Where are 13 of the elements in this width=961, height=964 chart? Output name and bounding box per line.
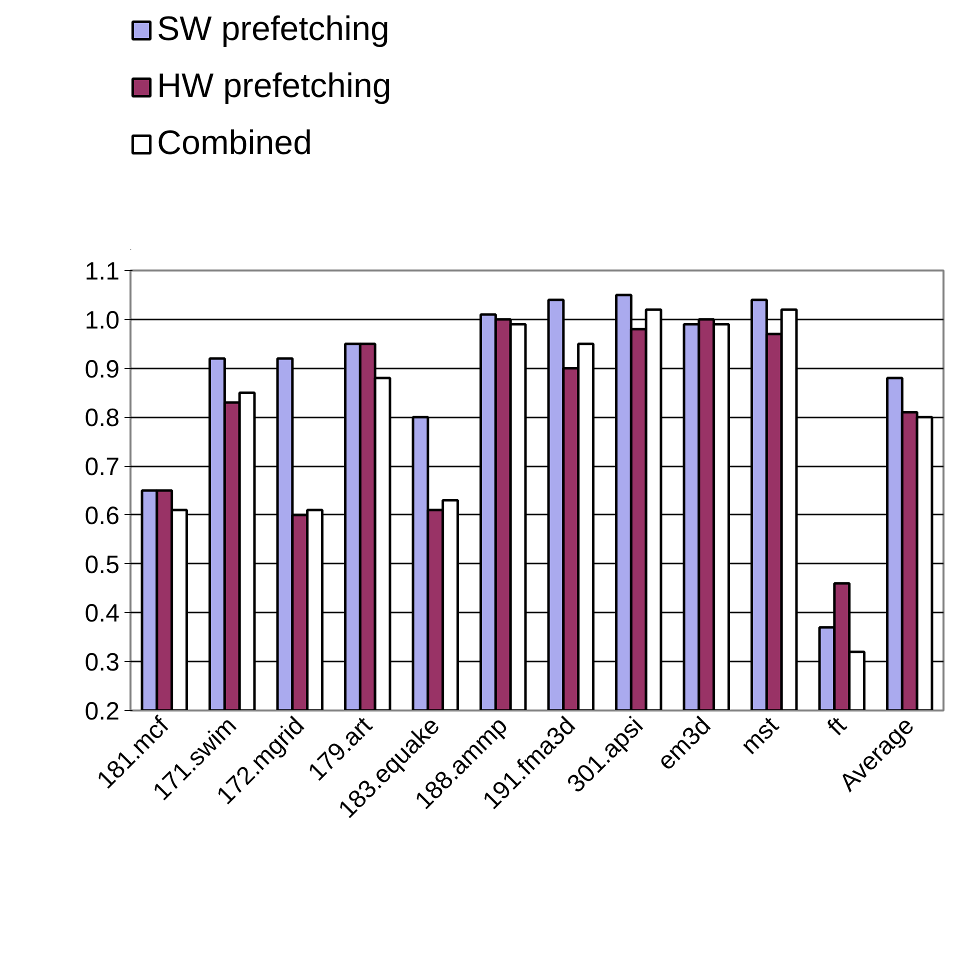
- x-tick-label: mst: [736, 712, 784, 760]
- y-tick-label: 0.6: [84, 502, 120, 530]
- y-tick-label: 1.1: [84, 258, 120, 286]
- y-tick-label: 0.8: [84, 404, 120, 432]
- legend-label: Combined: [157, 124, 312, 163]
- legend-label: SW prefetching: [157, 10, 390, 49]
- y-tick-label: 0.4: [84, 600, 120, 628]
- y-tick-label: 0.5: [84, 550, 120, 579]
- y-tick-label: 0.3: [84, 648, 120, 677]
- y-tick-label: 0.7: [84, 453, 120, 482]
- y-tick-label: 1.0: [84, 306, 120, 334]
- y-tick-label: 0.9: [84, 355, 120, 384]
- legend-label: HW prefetching: [157, 67, 392, 106]
